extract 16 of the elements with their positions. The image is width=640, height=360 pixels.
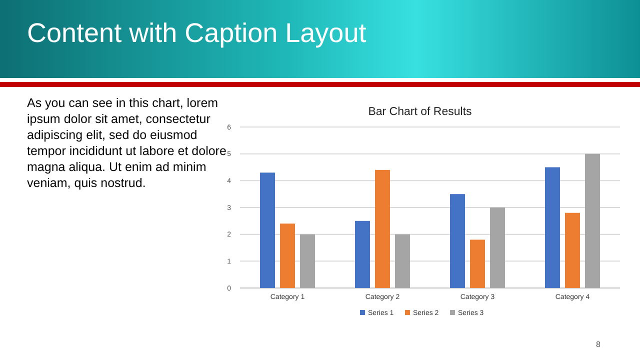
bar — [450, 194, 465, 288]
chart-title: Bar Chart of Results — [368, 106, 472, 118]
text: As you can see in this chart, lorem ipsum dolor sit amet, consectetur adipiscing elit, sed do eiusmod tempor incididunt ut labore et dolore magna aliqua. Ut enim ad minim veniam, quis nostrud. — [27, 95, 227, 191]
bar — [545, 167, 560, 288]
bar — [355, 220, 370, 288]
bar — [470, 240, 485, 288]
bar — [375, 170, 390, 288]
bar — [395, 234, 410, 288]
text: Content with Caption Layout — [27, 18, 366, 49]
bar — [300, 234, 315, 288]
bar — [280, 224, 295, 288]
bar — [490, 208, 505, 288]
bar — [565, 212, 580, 288]
bar — [260, 172, 275, 288]
bar — [585, 154, 600, 288]
text: 8 — [596, 340, 600, 349]
